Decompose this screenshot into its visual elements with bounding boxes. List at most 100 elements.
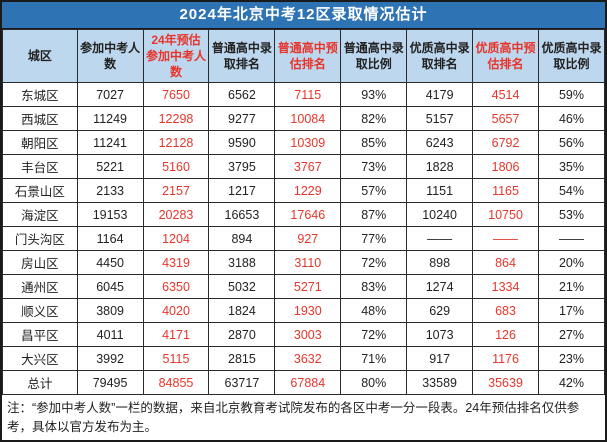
value-cell: 19153 bbox=[76, 202, 144, 227]
district-cell: 丰台区 bbox=[2, 154, 78, 179]
value-cell: 1151 bbox=[406, 178, 474, 203]
value-cell: 7650 bbox=[142, 82, 210, 107]
value-cell: 6243 bbox=[406, 130, 474, 155]
value-cell: 1176 bbox=[472, 346, 539, 371]
table-row: 总计 79495 84855 63717 67884 80% 33589 35639 42% bbox=[2, 370, 605, 395]
value-cell: 16653 bbox=[208, 202, 276, 227]
value-cell: 46% bbox=[537, 106, 605, 131]
value-cell: 894 bbox=[208, 226, 276, 251]
value-cell: 2870 bbox=[208, 322, 276, 347]
value-cell: 72% bbox=[340, 322, 408, 347]
value-cell: 21% bbox=[537, 274, 605, 299]
value-cell: 7027 bbox=[76, 82, 144, 107]
district-cell: 顺义区 bbox=[2, 298, 78, 323]
value-cell: 1824 bbox=[208, 298, 276, 323]
value-cell: 5160 bbox=[142, 154, 210, 179]
district-cell: 石景山区 bbox=[2, 178, 78, 203]
value-cell: 1073 bbox=[406, 322, 474, 347]
value-cell: 12128 bbox=[142, 130, 210, 155]
district-cell: 通州区 bbox=[2, 274, 78, 299]
value-cell: 1165 bbox=[472, 178, 539, 203]
district-cell: 西城区 bbox=[2, 106, 78, 131]
value-cell: 864 bbox=[472, 250, 539, 275]
table-row: 房山区 4450 4319 3188 3110 72% 898 864 20% bbox=[2, 250, 605, 275]
value-cell: 1204 bbox=[142, 226, 210, 251]
value-cell: 4020 bbox=[142, 298, 210, 323]
value-cell: —— bbox=[537, 226, 605, 251]
table-row: 顺义区 3809 4020 1824 1930 48% 629 683 17% bbox=[2, 298, 605, 323]
value-cell: 72% bbox=[340, 250, 408, 275]
value-cell: 84855 bbox=[142, 370, 210, 395]
table-row: 丰台区 5221 5160 3795 3767 73% 1828 1806 35% bbox=[2, 154, 605, 179]
value-cell: 77% bbox=[340, 226, 408, 251]
value-cell: 17% bbox=[537, 298, 605, 323]
value-cell: 3992 bbox=[76, 346, 144, 371]
column-header: 城区 bbox=[2, 29, 78, 83]
value-cell: 10240 bbox=[406, 202, 474, 227]
value-cell: 10750 bbox=[472, 202, 539, 227]
value-cell: 73% bbox=[340, 154, 408, 179]
value-cell: 10084 bbox=[274, 106, 342, 131]
value-cell: 10309 bbox=[274, 130, 342, 155]
value-cell: 1806 bbox=[472, 154, 539, 179]
value-cell: 5032 bbox=[208, 274, 276, 299]
value-cell: 629 bbox=[406, 298, 474, 323]
value-cell: 2133 bbox=[76, 178, 144, 203]
table-body: 东城区 7027 7650 6562 7115 93% 4179 4514 59% 西城区 1124… bbox=[2, 82, 605, 395]
column-header: 优质高中录取排名 bbox=[406, 29, 474, 83]
value-cell: 3795 bbox=[208, 154, 276, 179]
value-cell: 3003 bbox=[274, 322, 342, 347]
value-cell: 1828 bbox=[406, 154, 474, 179]
value-cell: 5221 bbox=[76, 154, 144, 179]
value-cell: 20283 bbox=[142, 202, 210, 227]
column-header: 普通高中预估排名 bbox=[274, 29, 342, 83]
table-row: 朝阳区 11241 12128 9590 10309 85% 6243 6792 56% bbox=[2, 130, 605, 155]
value-cell: 3632 bbox=[274, 346, 342, 371]
value-cell: 3767 bbox=[274, 154, 342, 179]
value-cell: 7115 bbox=[274, 82, 342, 107]
value-cell: —— bbox=[406, 226, 474, 251]
value-cell: 4514 bbox=[472, 82, 539, 107]
value-cell: 6792 bbox=[472, 130, 539, 155]
table-row: 西城区 11249 12298 9277 10084 82% 5157 5657 46% bbox=[2, 106, 605, 131]
value-cell: 87% bbox=[340, 202, 408, 227]
value-cell: 85% bbox=[340, 130, 408, 155]
value-cell: 53% bbox=[537, 202, 605, 227]
column-header: 普通高中录取比例 bbox=[340, 29, 408, 83]
value-cell: 1229 bbox=[274, 178, 342, 203]
value-cell: 6350 bbox=[142, 274, 210, 299]
value-cell: 93% bbox=[340, 82, 408, 107]
value-cell: 5271 bbox=[274, 274, 342, 299]
value-cell: 3809 bbox=[76, 298, 144, 323]
table-row: 海淀区 19153 20283 16653 17646 87% 10240 10750 53% bbox=[2, 202, 605, 227]
value-cell: 6045 bbox=[76, 274, 144, 299]
value-cell: 80% bbox=[340, 370, 408, 395]
value-cell: 11241 bbox=[76, 130, 144, 155]
value-cell: 126 bbox=[472, 322, 539, 347]
value-cell: 5657 bbox=[472, 106, 539, 131]
value-cell: 4319 bbox=[142, 250, 210, 275]
column-header: 24年预估参加中考人数 bbox=[142, 29, 210, 83]
value-cell: 35639 bbox=[472, 370, 539, 395]
district-cell: 昌平区 bbox=[2, 322, 78, 347]
value-cell: 9277 bbox=[208, 106, 276, 131]
value-cell: 48% bbox=[340, 298, 408, 323]
column-header: 优质高中预估排名 bbox=[472, 29, 539, 83]
value-cell: 20% bbox=[537, 250, 605, 275]
value-cell: 12298 bbox=[142, 106, 210, 131]
value-cell: 11249 bbox=[76, 106, 144, 131]
district-cell: 房山区 bbox=[2, 250, 78, 275]
value-cell: 4011 bbox=[76, 322, 144, 347]
value-cell: 5157 bbox=[406, 106, 474, 131]
admission-estimate-table: 城区 参加中考人数 24年预估参加中考人数 普通高中录取排名 普通高中预估排名 普通高中录… bbox=[2, 29, 605, 395]
table-row: 石景山区 2133 2157 1217 1229 57% 1151 1165 54% bbox=[2, 178, 605, 203]
value-cell: 82% bbox=[340, 106, 408, 131]
value-cell: 1164 bbox=[76, 226, 144, 251]
value-cell: 67884 bbox=[274, 370, 342, 395]
district-cell: 大兴区 bbox=[2, 346, 78, 371]
value-cell: 927 bbox=[274, 226, 342, 251]
value-cell: 33589 bbox=[406, 370, 474, 395]
value-cell: 1217 bbox=[208, 178, 276, 203]
value-cell: 23% bbox=[537, 346, 605, 371]
